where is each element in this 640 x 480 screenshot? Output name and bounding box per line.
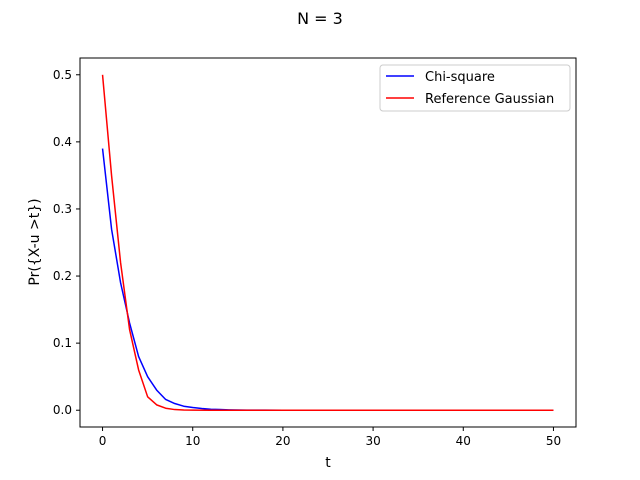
legend-box — [379, 64, 571, 112]
x-tick-label: 40 — [456, 434, 471, 448]
axes-frame — [79, 57, 577, 428]
y-tick-label: 0.1 — [53, 336, 72, 350]
x-tick-label: 50 — [546, 434, 561, 448]
series-line-reference-gaussian — [101, 74, 554, 411]
y-tick-label: 0.3 — [53, 202, 72, 216]
x-axis-label: t — [325, 455, 331, 471]
plot-area: 0 10 20 30 40 50 0.0 0.1 0.2 0.3 0.4 0.5 — [53, 57, 577, 448]
x-tick-label: 10 — [185, 434, 200, 448]
x-tick-label: 30 — [365, 434, 380, 448]
legend: Chi-square Reference Gaussian — [379, 64, 571, 112]
y-tick-label: 0.2 — [53, 269, 72, 283]
x-tick-label: 0 — [99, 434, 107, 448]
y-axis-label: Pr({X-u >t}) — [27, 198, 43, 285]
y-tick-label: 0.0 — [53, 403, 72, 417]
legend-label: Chi-square — [425, 70, 495, 85]
legend-label: Reference Gaussian — [425, 92, 554, 107]
y-tick-label: 0.5 — [53, 68, 72, 82]
y-tick-label: 0.4 — [53, 135, 72, 149]
x-tick-label: 20 — [275, 434, 290, 448]
chart-title: N = 3 — [297, 9, 343, 28]
